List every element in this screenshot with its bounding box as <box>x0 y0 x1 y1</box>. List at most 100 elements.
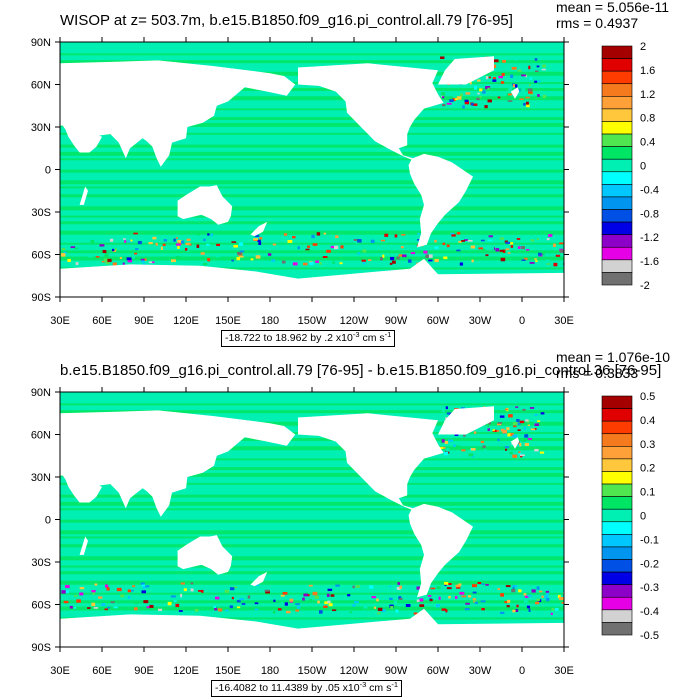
anomaly-speckle <box>416 599 420 603</box>
anomaly-speckle <box>331 609 337 612</box>
anomaly-speckle <box>500 257 506 262</box>
anomaly-speckle <box>423 250 428 254</box>
anomaly-speckle <box>186 250 190 253</box>
americas-landmass <box>298 413 473 598</box>
anomaly-speckle <box>282 591 288 595</box>
anomaly-speckle <box>352 604 356 607</box>
anomaly-speckle <box>114 248 117 252</box>
anomaly-speckle <box>515 57 518 61</box>
anomaly-speckle <box>255 584 260 586</box>
colorbar-label: 0.4 <box>640 415 655 427</box>
anomaly-speckle <box>74 247 79 250</box>
anomaly-speckle <box>405 603 411 608</box>
anomaly-speckle <box>470 448 476 451</box>
anomaly-speckle <box>451 234 456 237</box>
anomaly-speckle <box>370 239 375 244</box>
anomaly-speckle <box>504 240 508 243</box>
anomaly-speckle <box>309 262 314 265</box>
anomaly-speckle <box>317 600 320 604</box>
anomaly-speckle <box>523 600 528 603</box>
anomaly-speckle <box>203 262 208 266</box>
anomaly-speckle <box>140 582 145 585</box>
anomaly-speckle <box>546 598 550 602</box>
anomaly-speckle <box>441 439 445 443</box>
anomaly-speckle <box>123 238 126 240</box>
anomaly-speckle <box>70 246 76 249</box>
ocean-band <box>60 256 564 261</box>
anomaly-speckle <box>122 262 125 265</box>
anomaly-speckle <box>152 236 157 240</box>
mean-stat: mean = 5.056e-11 <box>556 0 669 15</box>
anomaly-speckle <box>481 608 485 611</box>
anomaly-speckle <box>254 602 259 605</box>
anomaly-speckle <box>396 587 401 590</box>
anomaly-speckle <box>555 254 561 257</box>
anomaly-speckle <box>445 417 448 420</box>
anomaly-speckle <box>539 451 545 454</box>
ocean-band <box>60 501 564 506</box>
anomaly-speckle <box>326 593 330 597</box>
x-tick-label: 120W <box>340 665 369 677</box>
ocean-band <box>60 186 564 189</box>
anomaly-speckle <box>327 600 331 603</box>
anomaly-speckle <box>376 598 379 602</box>
anomaly-speckle <box>512 422 518 426</box>
anomaly-speckle <box>508 242 514 245</box>
y-tick-label: 90S <box>31 292 51 304</box>
anomaly-speckle <box>116 587 122 592</box>
anomaly-speckle <box>399 585 403 589</box>
anomaly-speckle <box>459 262 464 266</box>
anomaly-speckle <box>523 593 527 596</box>
anomaly-speckle <box>473 599 477 602</box>
anomaly-speckle <box>180 240 185 244</box>
anomaly-speckle <box>143 600 149 604</box>
range-exponent: -3 <box>359 680 367 689</box>
y-tick-label: 60N <box>31 430 51 442</box>
anomaly-speckle <box>505 448 508 451</box>
anomaly-speckle <box>458 240 463 243</box>
colorbar-swatch <box>601 146 633 160</box>
colorbar-swatch <box>601 534 633 548</box>
anomaly-speckle <box>213 606 216 608</box>
anomaly-speckle <box>517 56 522 59</box>
anomaly-speckle <box>369 585 374 589</box>
anomaly-speckle <box>140 258 145 261</box>
anomaly-speckle <box>167 601 172 606</box>
y-tick-label: 30S <box>31 557 51 569</box>
anomaly-speckle <box>408 259 412 263</box>
anomaly-speckle <box>101 260 105 263</box>
anomaly-speckle <box>518 452 522 455</box>
anomaly-speckle <box>312 591 318 596</box>
anomaly-speckle <box>500 417 504 421</box>
anomaly-speckle <box>537 252 542 256</box>
anomaly-speckle <box>538 590 543 593</box>
anomaly-speckle <box>327 588 333 592</box>
anomaly-speckle <box>466 83 470 86</box>
anomaly-speckle <box>484 448 487 451</box>
x-tick-label: 150W <box>298 315 327 327</box>
anomaly-speckle <box>454 434 459 437</box>
anomaly-speckle <box>473 431 477 434</box>
colorbar-swatch <box>601 496 633 510</box>
anomaly-speckle <box>309 598 312 601</box>
anomaly-speckle <box>225 609 229 612</box>
anomaly-speckle <box>95 256 100 258</box>
anomaly-speckle <box>474 601 478 604</box>
anomaly-speckle <box>141 590 147 594</box>
africa-europe-asia-landmass <box>60 60 296 297</box>
anomaly-speckle <box>534 423 539 426</box>
ocean-band <box>60 565 564 568</box>
anomaly-speckle <box>467 595 472 598</box>
anomaly-speckle <box>190 588 194 592</box>
anomaly-speckle <box>534 70 539 73</box>
colorbar-swatch <box>601 395 633 409</box>
anomaly-speckle <box>376 612 381 615</box>
anomaly-speckle <box>283 233 288 236</box>
x-tick-label: 120W <box>340 315 369 327</box>
anomaly-speckle <box>87 607 91 609</box>
x-tick-label: 150W <box>298 665 327 677</box>
anomaly-speckle <box>393 605 398 609</box>
anomaly-speckle <box>515 422 521 426</box>
colorbar-swatch <box>601 246 633 261</box>
contour-range-label: -16.4082 to 11.4389 by .05 x10-3 cm s-1 <box>211 680 403 697</box>
